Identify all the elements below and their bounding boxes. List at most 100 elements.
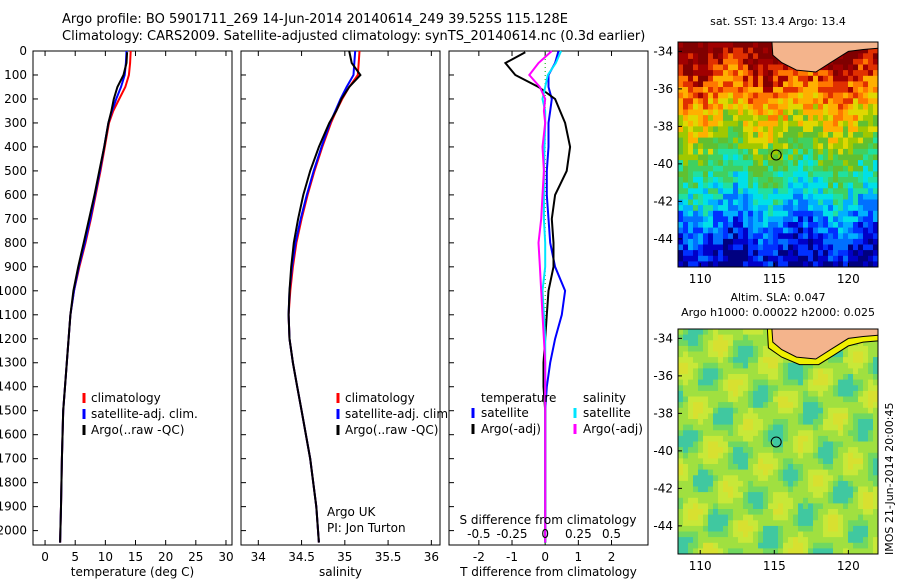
map-cell: [738, 345, 744, 353]
map-cell: [853, 143, 859, 150]
map-cell: [778, 160, 784, 167]
map-cell: [723, 379, 729, 386]
map-cell: [783, 435, 789, 443]
map-cell: [678, 548, 684, 554]
map-cell: [758, 165, 764, 172]
map-cell: [863, 385, 869, 392]
map-cell: [683, 464, 689, 471]
map-cell: [718, 340, 724, 347]
map-cell: [703, 340, 709, 347]
map-cell: [698, 216, 704, 223]
map-cell: [758, 120, 764, 127]
map-cell: [718, 514, 724, 521]
map-cell: [748, 351, 754, 358]
map-cell: [748, 340, 754, 347]
map-cell: [763, 177, 769, 184]
map-cell: [763, 374, 769, 381]
map-cell: [728, 109, 734, 116]
map-cell: [873, 47, 878, 54]
map-cell: [838, 75, 844, 82]
map-cell: [848, 92, 854, 99]
map-cell: [858, 87, 864, 94]
map-cell: [758, 143, 764, 150]
map-cell: [838, 193, 844, 201]
map-cell: [833, 447, 839, 454]
map-cell: [753, 475, 759, 482]
map-cell: [748, 244, 754, 251]
map-cell: [718, 345, 724, 353]
map-cell: [703, 126, 709, 133]
map-cell: [848, 188, 854, 195]
map-cell: [733, 351, 739, 358]
map-cell: [738, 154, 744, 161]
map-cell: [863, 368, 869, 375]
map-cell: [858, 109, 864, 116]
map-cell: [768, 362, 774, 369]
map-cell: [823, 396, 829, 403]
map-cell: [763, 537, 769, 544]
map-cell: [798, 514, 804, 521]
map-cell: [813, 492, 819, 499]
map-cell: [758, 210, 764, 217]
map-cell: [678, 441, 684, 448]
map-cell: [758, 419, 764, 426]
map-cell: [703, 452, 709, 459]
map-cell: [718, 81, 724, 88]
map-cell: [698, 419, 704, 426]
map-cell: [843, 126, 849, 133]
map-cell: [803, 407, 809, 414]
map-cell: [783, 216, 789, 223]
map-cell: [713, 188, 719, 195]
map-cell: [703, 345, 709, 353]
map-cell: [813, 503, 819, 510]
map-cell: [758, 188, 764, 195]
map-cell: [708, 413, 714, 420]
map-cell: [763, 109, 769, 116]
map-cell: [743, 199, 749, 206]
map-cell: [803, 542, 809, 549]
map-cell: [838, 368, 844, 375]
map-cell: [733, 520, 739, 527]
map-cell: [873, 458, 878, 465]
map-cell: [843, 492, 849, 499]
map-cell: [693, 396, 699, 403]
map-cell: [823, 480, 829, 488]
map-cell: [693, 199, 699, 206]
map-cell: [853, 109, 859, 116]
map-cell: [763, 75, 769, 82]
map-cell: [768, 177, 774, 184]
map-cell: [703, 458, 709, 465]
map-cell: [678, 193, 684, 201]
map-cell: [753, 390, 759, 398]
map-cell: [748, 70, 754, 77]
map-cell: [853, 537, 859, 544]
map-cell: [793, 126, 799, 133]
map-cell: [813, 132, 819, 139]
map-cell: [843, 64, 849, 71]
legend-label: Argo(..raw -QC): [91, 423, 184, 437]
map-cell: [758, 171, 764, 178]
map-cell: [683, 525, 689, 533]
map-cell: [748, 222, 754, 229]
map-cell: [813, 368, 819, 375]
map-cell: [678, 98, 684, 105]
map-cell: [818, 531, 824, 538]
map-cell: [703, 351, 709, 358]
map-cell: [793, 154, 799, 161]
map-cell: [703, 520, 709, 527]
map-cell: [858, 458, 864, 465]
map-cell: [698, 47, 704, 54]
map-cell: [848, 120, 854, 127]
map-cell: [813, 137, 819, 144]
map-cell: [838, 109, 844, 116]
map-cell: [713, 120, 719, 127]
map-cell: [733, 537, 739, 544]
map-cell: [783, 475, 789, 482]
map-cell: [843, 452, 849, 459]
map-cell: [793, 469, 799, 476]
map-cell: [708, 233, 714, 240]
map-cell: [773, 87, 779, 94]
map-cell: [838, 458, 844, 465]
map-cell: [838, 413, 844, 420]
map-cell: [768, 120, 774, 127]
